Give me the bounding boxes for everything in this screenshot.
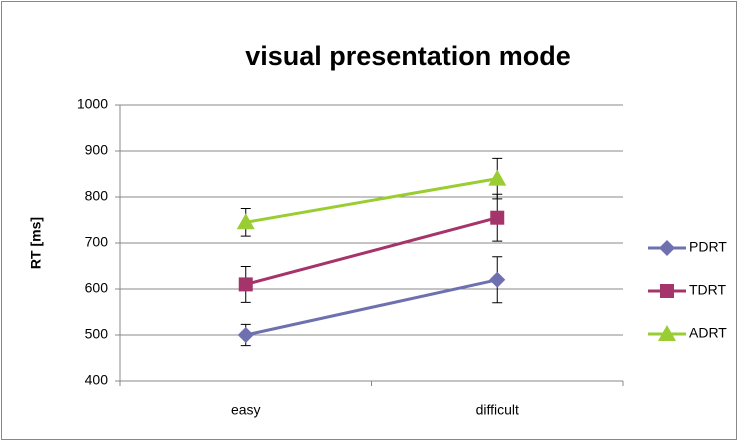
legend-marker bbox=[659, 240, 675, 256]
y-tick-label: 600 bbox=[85, 280, 109, 296]
chart-title: visual presentation mode bbox=[245, 41, 571, 71]
y-tick-label: 900 bbox=[85, 142, 109, 158]
marker bbox=[489, 271, 506, 288]
y-tick-label: 500 bbox=[85, 326, 109, 342]
x-tick-label: easy bbox=[231, 402, 261, 418]
y-tick-label: 400 bbox=[85, 372, 109, 388]
legend-label: TDRT bbox=[689, 282, 727, 298]
legend-label: ADRT bbox=[689, 325, 727, 341]
legend-marker bbox=[660, 284, 674, 298]
series-line bbox=[245, 278, 498, 337]
marker bbox=[238, 277, 253, 292]
marker bbox=[237, 327, 254, 343]
marker bbox=[490, 210, 505, 225]
y-tick-label: 1000 bbox=[77, 96, 108, 112]
marker bbox=[488, 169, 507, 186]
y-tick-label: 800 bbox=[85, 188, 109, 204]
series-line bbox=[245, 177, 498, 224]
legend-label: PDRT bbox=[689, 239, 727, 255]
legend-marker bbox=[658, 325, 676, 341]
x-tick-label: difficult bbox=[476, 402, 519, 418]
y-axis-label: RT [ms] bbox=[28, 217, 44, 269]
y-tick-label: 700 bbox=[85, 234, 109, 250]
series-line bbox=[245, 216, 498, 286]
marker bbox=[236, 213, 255, 230]
